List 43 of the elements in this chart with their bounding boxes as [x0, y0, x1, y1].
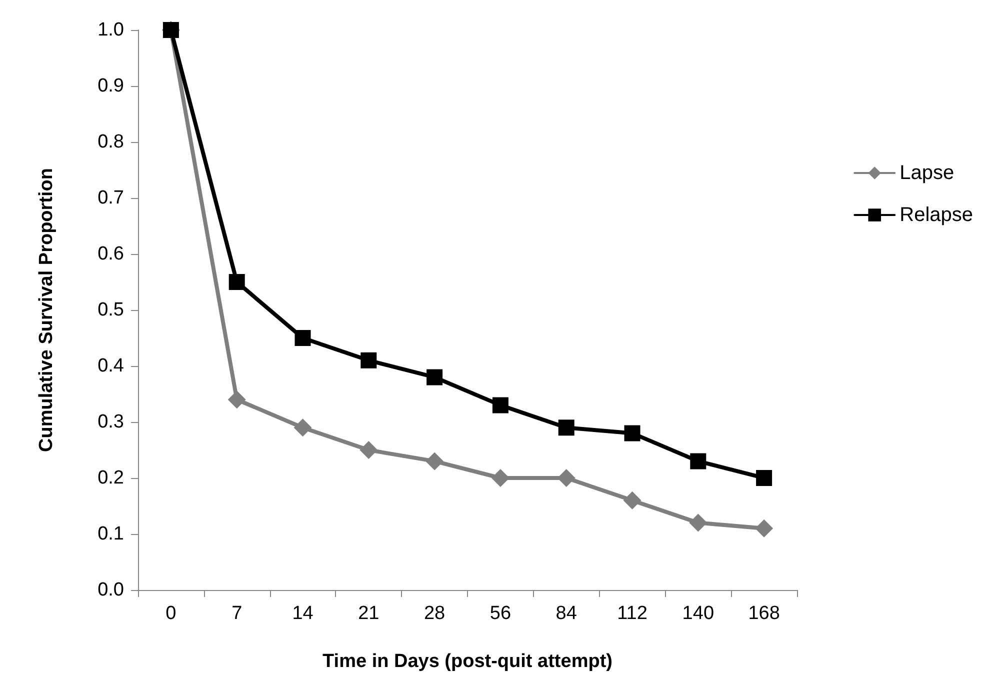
- point: [228, 274, 245, 290]
- x-tick-label: 56: [490, 603, 512, 624]
- y-tick-label: 0.0: [98, 580, 124, 600]
- y-tick-label: 0.2: [98, 468, 124, 488]
- y-tick-label: 0.6: [98, 244, 124, 264]
- y-tick-label: 0.4: [98, 356, 124, 376]
- x-tick-label: 21: [358, 603, 380, 624]
- x-tick-label: 0: [166, 603, 176, 624]
- x-tick-label: 14: [292, 603, 314, 624]
- y-tick-label: 0.7: [98, 188, 124, 208]
- x-tick-label: 28: [424, 603, 446, 624]
- y-tick-label: 0.3: [98, 412, 124, 432]
- y-axis-title: Cumulative Survival Proportion: [36, 168, 57, 452]
- x-axis-title: Time in Days (post-quit attempt): [322, 651, 612, 672]
- point: [360, 441, 378, 459]
- point: [426, 369, 443, 386]
- point: [623, 491, 642, 510]
- point: [294, 330, 311, 346]
- y-tick-label: 0.9: [98, 76, 124, 96]
- legend-label: Lapse: [900, 162, 954, 184]
- x-tick-label: 140: [682, 603, 714, 624]
- x-tick-label: 168: [748, 603, 780, 624]
- point: [557, 469, 576, 487]
- point: [689, 514, 708, 532]
- y-tick-label: 1.0: [98, 20, 124, 40]
- point: [690, 453, 706, 470]
- point: [491, 469, 510, 487]
- legend-label: Relapse: [900, 204, 974, 226]
- x-tick-label: 7: [232, 603, 242, 624]
- point: [228, 390, 246, 409]
- x-tick-label: 112: [617, 603, 648, 624]
- point: [360, 352, 377, 368]
- point: [755, 519, 774, 538]
- x-tick-label: 84: [556, 603, 578, 624]
- y-tick-label: 0.5: [98, 300, 124, 320]
- point: [624, 425, 640, 442]
- y-tick-label: 0.8: [98, 132, 124, 152]
- point: [426, 452, 444, 470]
- point: [492, 397, 508, 414]
- point: [294, 418, 312, 437]
- point: [756, 470, 772, 486]
- point: [558, 420, 574, 436]
- y-tick-label: 0.1: [98, 524, 124, 544]
